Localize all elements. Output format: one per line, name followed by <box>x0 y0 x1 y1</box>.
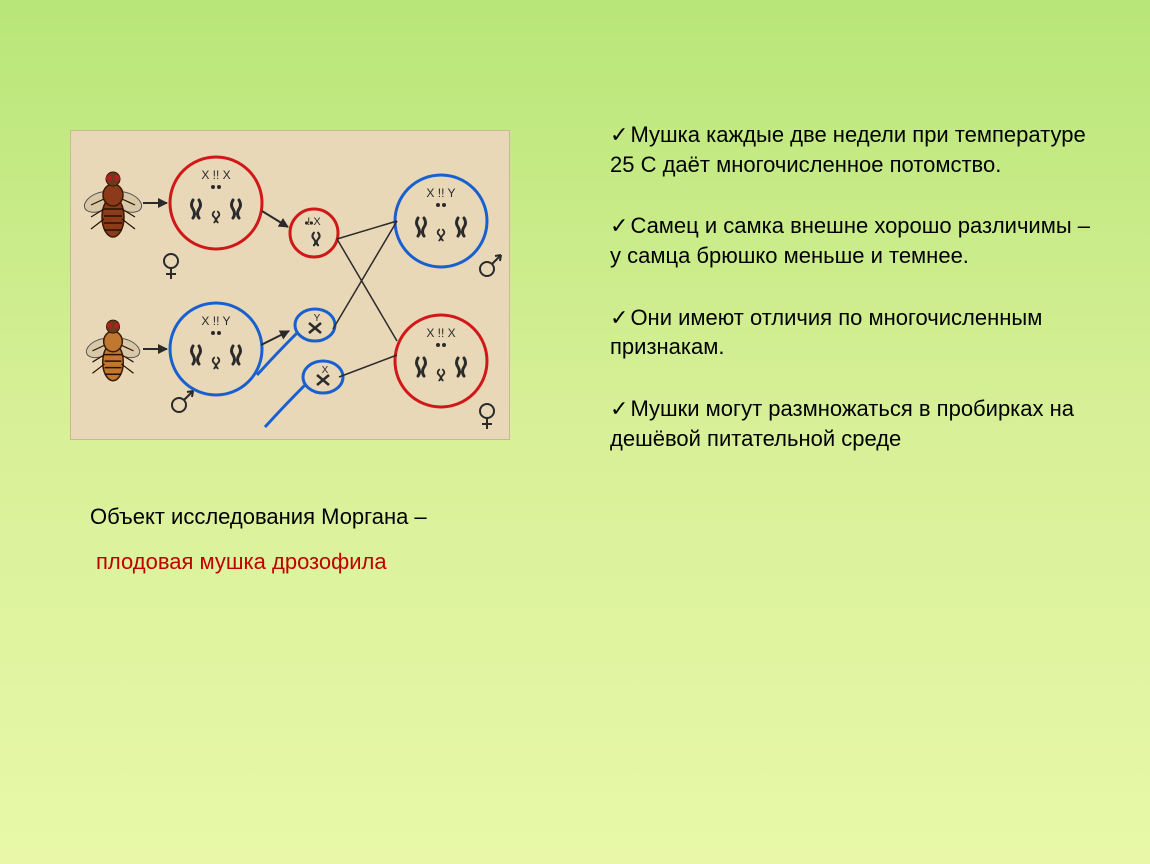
svg-text:X: X <box>322 365 329 376</box>
bullet-item: ✓Мушки могут размножаться в пробирках на… <box>610 394 1100 453</box>
bullet-text: Мушка каждые две недели при температуре … <box>610 122 1086 177</box>
slide: X !! X X !! Y ! X X !! Y X !! X Y X Объект исс… <box>0 0 1150 864</box>
svg-text:Y: Y <box>314 313 321 324</box>
checkmark-icon: ✓ <box>610 394 628 424</box>
caption-line2: плодовая мушка дрозофила <box>90 545 550 578</box>
bullet-item: ✓Самец и самка внешне хорошо различимы –… <box>610 211 1100 270</box>
bullet-item: ✓Они имеют отличия по многочисленным при… <box>610 303 1100 362</box>
svg-text:X !! Y: X !! Y <box>426 186 455 200</box>
bullet-list: ✓Мушка каждые две недели при температуре… <box>610 120 1100 486</box>
figure-caption: Объект исследования Моргана – плодовая м… <box>90 500 550 578</box>
checkmark-icon: ✓ <box>610 120 628 150</box>
svg-text:X !! X: X !! X <box>201 168 230 182</box>
bullet-item: ✓Мушка каждые две недели при температуре… <box>610 120 1100 179</box>
drosophila-diagram: X !! X X !! Y ! X X !! Y X !! X Y X <box>70 130 510 440</box>
checkmark-icon: ✓ <box>610 303 628 333</box>
svg-text:X !! Y: X !! Y <box>201 314 230 328</box>
bullet-text: Самец и самка внешне хорошо различимы – … <box>610 213 1090 268</box>
svg-text:! X: ! X <box>307 216 321 228</box>
bullet-text: Мушки могут размножаться в пробирках на … <box>610 396 1074 451</box>
svg-text:X !! X: X !! X <box>426 326 455 340</box>
bullet-text: Они имеют отличия по многочисленным приз… <box>610 305 1042 360</box>
caption-line1: Объект исследования Моргана – <box>90 500 550 533</box>
checkmark-icon: ✓ <box>610 211 628 241</box>
